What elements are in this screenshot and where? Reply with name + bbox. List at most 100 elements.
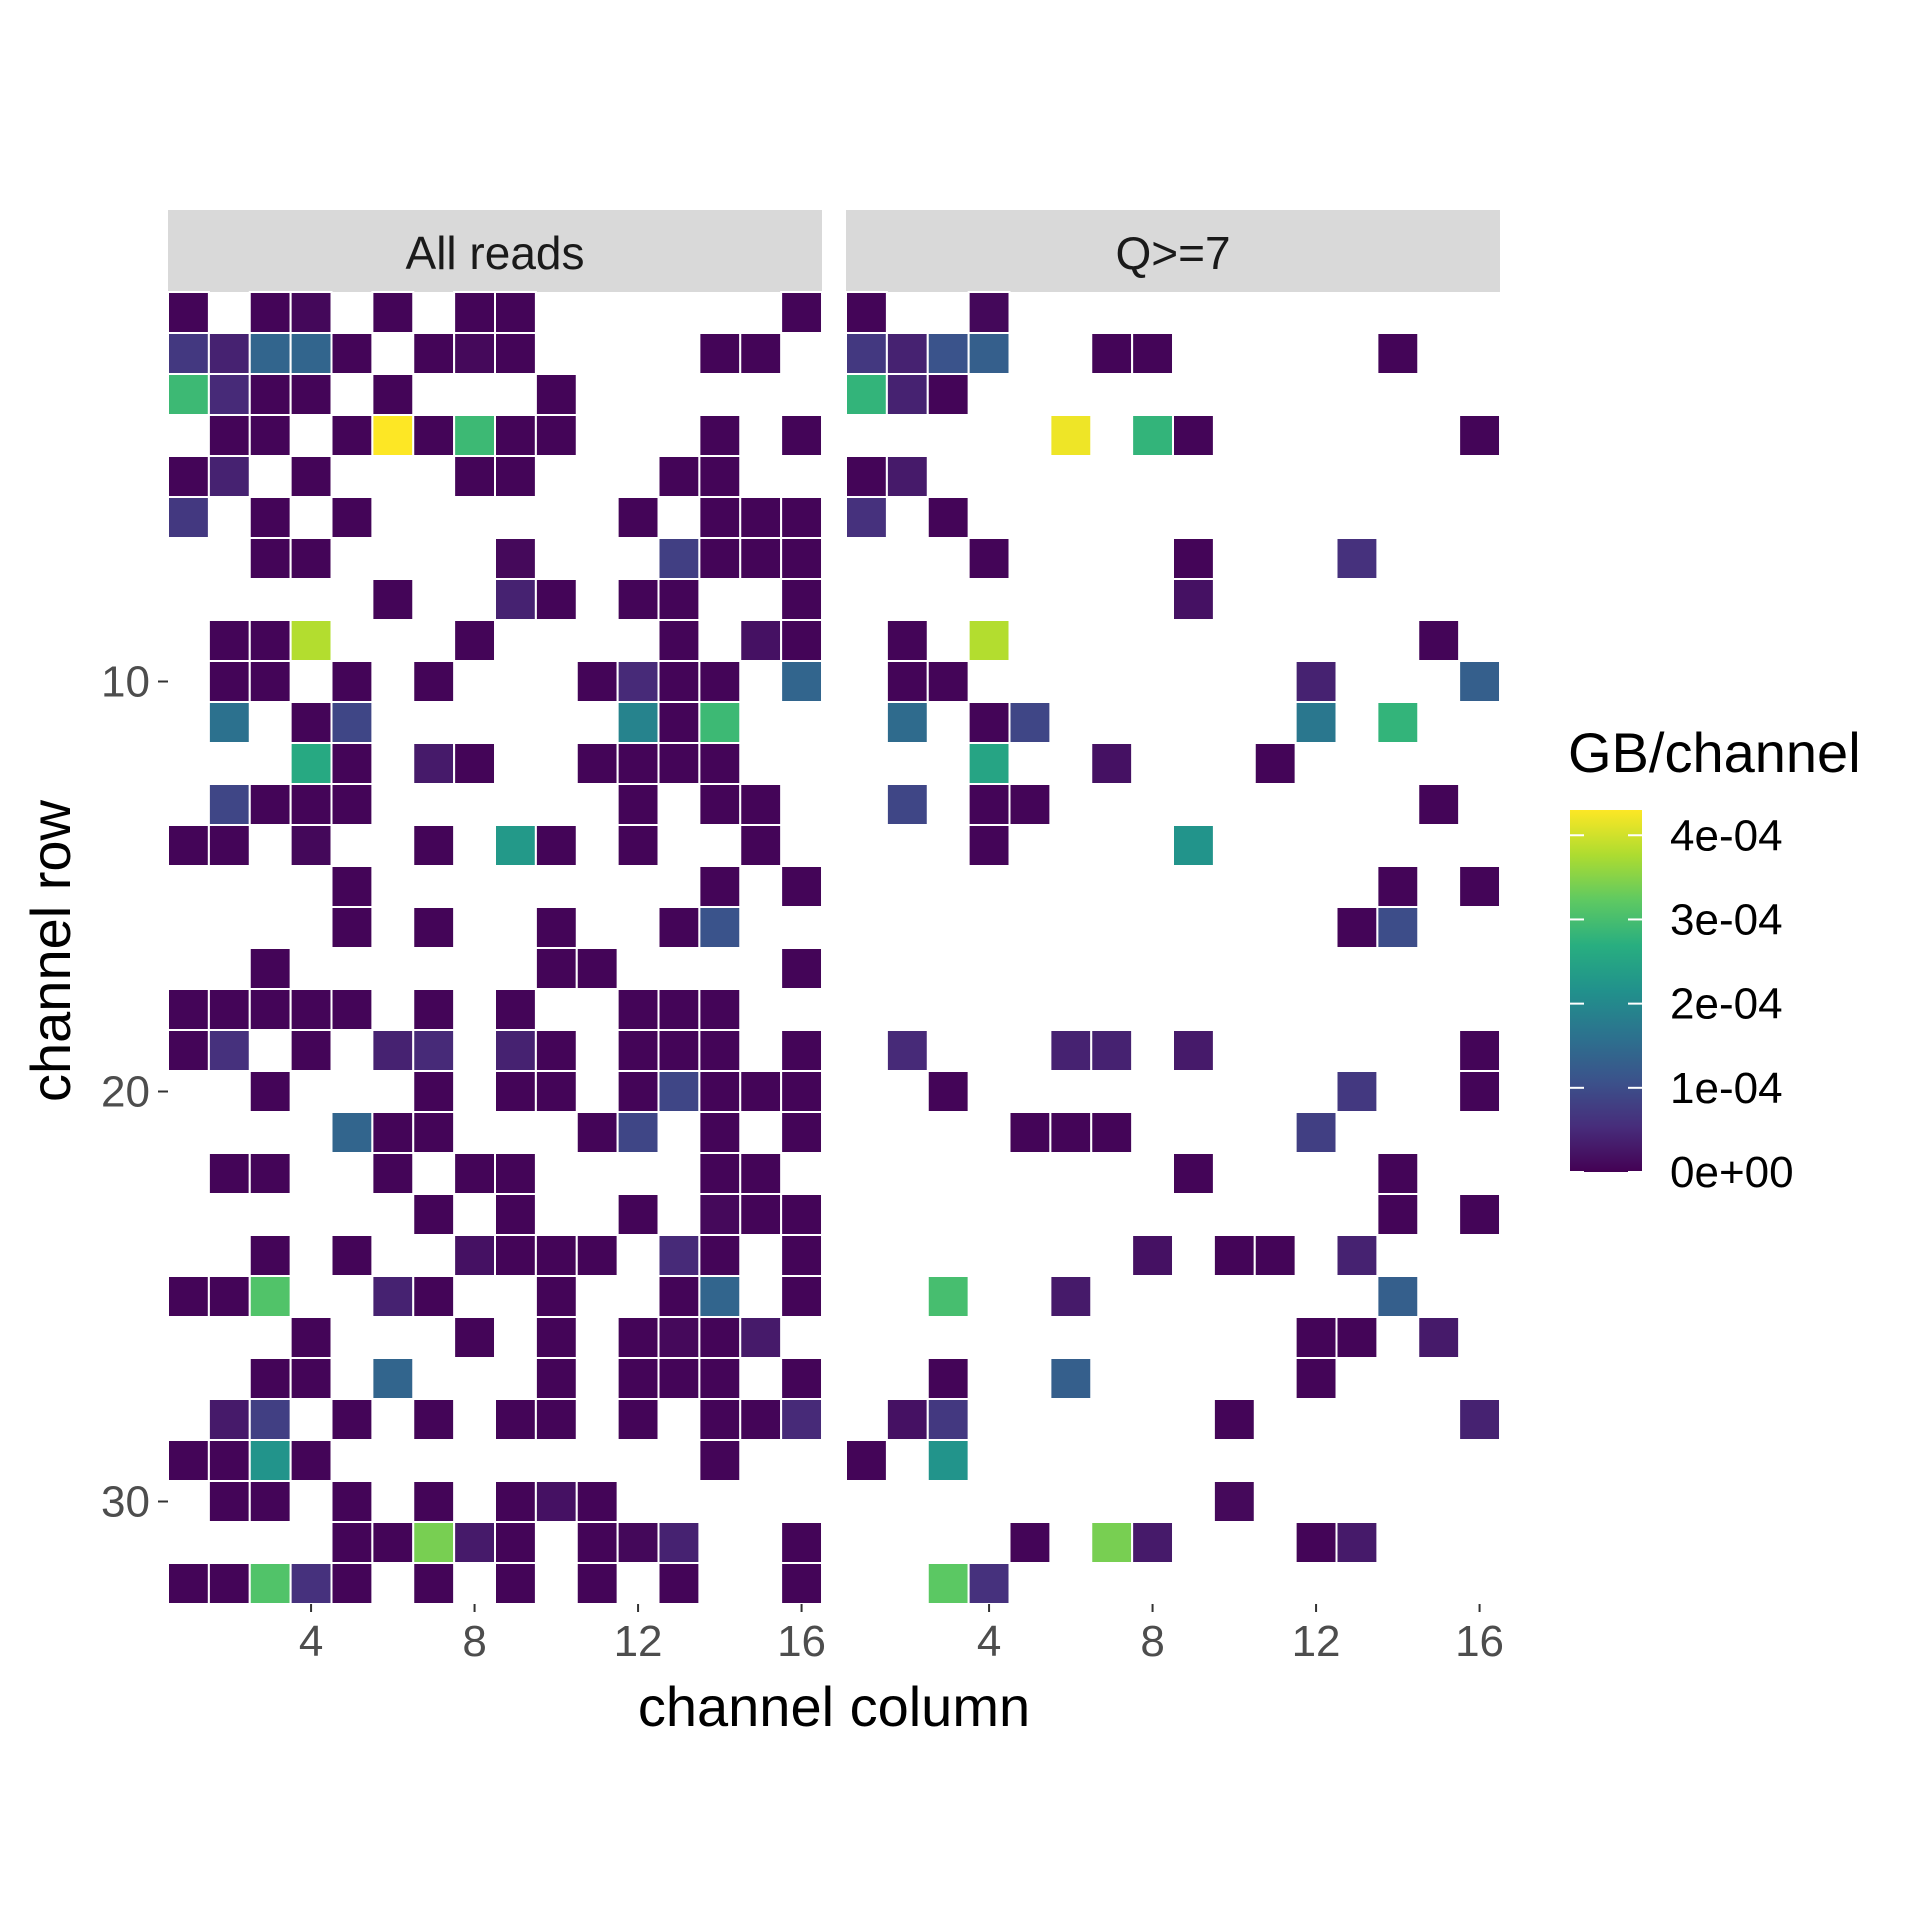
heatmap-cell — [698, 1070, 742, 1113]
heatmap-cell — [616, 1193, 660, 1236]
heatmap-cell — [1008, 701, 1052, 744]
strip-label-all-reads: All reads — [406, 227, 585, 279]
heatmap-cell — [698, 865, 742, 908]
heatmap-cell — [616, 1521, 660, 1564]
heatmap-cell — [780, 1193, 824, 1236]
heatmap-cell — [1294, 660, 1338, 703]
heatmap-cell — [739, 332, 783, 375]
heatmap-cell — [207, 988, 251, 1031]
heatmap-cell — [494, 1070, 537, 1113]
heatmap-cell — [926, 660, 970, 703]
heatmap-cell — [289, 742, 333, 785]
heatmap-cell — [698, 783, 742, 826]
heatmap-cell — [780, 1275, 824, 1318]
heatmap-cell — [967, 291, 1011, 334]
heatmap-cell — [616, 1357, 660, 1400]
heatmap-cell — [412, 742, 456, 785]
heatmap-cell — [289, 1357, 333, 1400]
heatmap-cell — [248, 619, 292, 662]
heatmap-cell — [167, 496, 210, 539]
heatmap-cell — [1049, 1111, 1093, 1154]
heatmap-cell — [1294, 1357, 1338, 1400]
heatmap-cell — [248, 783, 292, 826]
heatmap-cell — [657, 537, 701, 580]
heatmap-cell — [657, 988, 701, 1031]
heatmap-cell — [967, 537, 1011, 580]
heatmap-cell — [289, 783, 333, 826]
heatmap-cell — [167, 291, 210, 334]
heatmap-cell — [207, 619, 251, 662]
legend-tick-label: 4e-04 — [1670, 811, 1783, 860]
heatmap-cell — [575, 947, 619, 990]
heatmap-cell — [967, 619, 1011, 662]
heatmap-cell — [371, 1275, 415, 1318]
heatmap-cell — [289, 455, 333, 498]
heatmap-cell — [1458, 865, 1502, 908]
heatmap-cell — [616, 1316, 660, 1359]
heatmap-cell — [780, 1070, 824, 1113]
heatmap-cell — [1417, 619, 1461, 662]
heatmap-cell — [967, 701, 1011, 744]
heatmap-cell — [167, 1275, 210, 1318]
heatmap-cell — [371, 1029, 415, 1072]
heatmap-cell — [248, 1275, 292, 1318]
heatmap-cell — [453, 619, 497, 662]
heatmap-cell — [453, 742, 497, 785]
heatmap-cell — [1335, 537, 1379, 580]
heatmap-cell — [1335, 1070, 1379, 1113]
heatmap-cell — [453, 1521, 497, 1564]
x-tick-label: 8 — [462, 1617, 486, 1666]
heatmap-cell — [885, 455, 929, 498]
heatmap-cell — [1090, 1029, 1134, 1072]
y-tick-label: 30 — [101, 1478, 150, 1527]
heatmap-cell — [1376, 332, 1420, 375]
heatmap-cell — [207, 1439, 251, 1482]
heatmap-cell — [885, 660, 929, 703]
heatmap-cell — [1294, 701, 1338, 744]
heatmap-cell — [616, 1029, 660, 1072]
heatmap-cell — [926, 1562, 970, 1605]
heatmap-cell — [698, 1439, 742, 1482]
heatmap-cell — [1294, 1316, 1338, 1359]
heatmap-cell — [534, 414, 578, 457]
heatmap-cell — [926, 1357, 970, 1400]
heatmap-cell — [534, 578, 578, 621]
heatmap-cell — [698, 1234, 742, 1277]
heatmap-cell — [330, 1480, 374, 1523]
heatmap-cell — [1172, 414, 1215, 457]
heatmap-cell — [698, 1398, 742, 1441]
heatmap-cell — [616, 701, 660, 744]
heatmap-cell — [494, 1234, 537, 1277]
heatmap-cell — [1008, 1521, 1052, 1564]
heatmap-cell — [1212, 1234, 1256, 1277]
heatmap-cell — [885, 783, 929, 826]
heatmap-cell — [167, 1029, 210, 1072]
x-tick-label: 16 — [777, 1617, 826, 1666]
heatmap-cell — [248, 373, 292, 416]
heatmap-cell — [780, 291, 824, 334]
heatmap-cell — [248, 496, 292, 539]
heatmap-cell — [616, 578, 660, 621]
heatmap-cell — [739, 619, 783, 662]
heatmap-cell — [330, 660, 374, 703]
strip-label-q7: Q>=7 — [1115, 227, 1230, 279]
heatmap-cell — [207, 1480, 251, 1523]
legend: GB/channel 0e+00 1e-04 2e-04 3e-04 4e-04 — [1568, 721, 1861, 1197]
heatmap-cell — [289, 1439, 333, 1482]
heatmap-cell — [248, 1480, 292, 1523]
heatmap-cell — [1049, 1357, 1093, 1400]
heatmap-cell — [534, 906, 578, 949]
heatmap-cell — [330, 1234, 374, 1277]
x-axis-q7: 4 8 12 16 — [977, 1604, 1504, 1666]
heatmap-cell — [207, 1275, 251, 1318]
cells-q7 — [845, 291, 1502, 1605]
heatmap-cell — [248, 291, 292, 334]
heatmap-cell — [616, 783, 660, 826]
x-axis-all-reads: 4 8 12 16 — [299, 1604, 826, 1666]
heatmap-cell — [534, 824, 578, 867]
heatmap-cell — [780, 1521, 824, 1564]
heatmap-cell — [698, 1029, 742, 1072]
heatmap-cell — [926, 1070, 970, 1113]
heatmap-cell — [207, 1029, 251, 1072]
